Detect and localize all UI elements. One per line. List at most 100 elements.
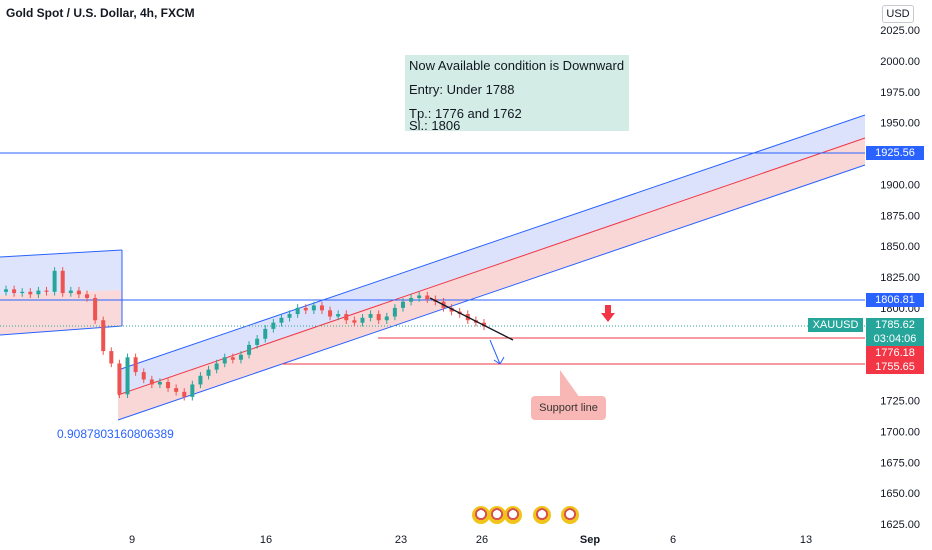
- note-tp: Tp.: 1776 and 1762: [409, 106, 522, 121]
- price-tag-1925: 1925.56: [866, 146, 924, 160]
- support-line-callout: Support line: [531, 396, 606, 420]
- candle-body: [287, 314, 292, 318]
- candle-body: [44, 290, 49, 292]
- callout-pointer: [560, 370, 580, 398]
- candle-body: [360, 317, 365, 323]
- candle-body: [20, 291, 25, 294]
- y-tick-label: 1675.00: [880, 457, 920, 469]
- y-tick-label: 1825.00: [880, 272, 920, 284]
- candle-body: [400, 301, 405, 308]
- trend-line: [429, 297, 514, 341]
- candle-body: [328, 310, 333, 317]
- candle-body: [279, 317, 284, 323]
- candle-body: [255, 338, 260, 345]
- candle-body: [166, 381, 171, 389]
- candle-body: [303, 307, 308, 311]
- candle-body: [392, 307, 397, 317]
- candle-body: [425, 295, 430, 300]
- candle-body: [109, 351, 114, 364]
- y-tick-label: 1900.00: [880, 179, 920, 191]
- candle-body: [4, 289, 8, 292]
- y-tick-label: 1725.00: [880, 396, 920, 408]
- candle-body: [117, 363, 122, 395]
- candle-body: [149, 379, 154, 385]
- last-price-tag: 1785.62 03:04:06: [866, 318, 924, 346]
- y-tick-label: 1700.00: [880, 426, 920, 438]
- x-axis: 9 16 23 26 Sep 6 13: [129, 534, 812, 546]
- candle-body: [125, 357, 130, 395]
- candle-body: [222, 357, 227, 364]
- y-tick-label: 1650.00: [880, 488, 920, 500]
- price-tag-1776: 1776.18: [866, 346, 924, 360]
- candle-body: [482, 322, 486, 327]
- x-tick-label: Sep: [580, 534, 600, 546]
- event-flag-icon[interactable]: [504, 506, 522, 524]
- symbol-title: Gold Spot / U.S. Dollar, 4h, FXCM: [6, 6, 195, 20]
- candle-body: [85, 294, 90, 298]
- last-price: 1785.62: [875, 319, 915, 331]
- note-entry: Entry: Under 1788: [409, 82, 515, 97]
- candle-body: [295, 307, 300, 315]
- x-tick-label: 23: [395, 534, 407, 546]
- countdown: 03:04:06: [873, 333, 917, 345]
- ascending-channel: [117, 114, 866, 421]
- candle-body: [141, 372, 146, 380]
- candle-body: [230, 357, 235, 360]
- candle-body: [36, 290, 41, 295]
- candle-body: [311, 305, 316, 311]
- candle-body: [376, 314, 381, 321]
- y-tick-label: 1625.00: [880, 519, 920, 531]
- candle-body: [28, 291, 33, 295]
- x-tick-label: 13: [800, 534, 812, 546]
- event-flag-icon[interactable]: [561, 506, 579, 524]
- event-flag-icon[interactable]: [488, 506, 506, 524]
- candles: [4, 267, 486, 401]
- candle-body: [271, 322, 276, 329]
- candle-body: [214, 363, 219, 370]
- x-tick-label: 6: [670, 534, 676, 546]
- x-tick-label: 9: [129, 534, 135, 546]
- candle-body: [384, 316, 389, 321]
- fib-value-label: 0.9087803160806389: [57, 427, 174, 441]
- candle-body: [263, 328, 268, 339]
- candle-body: [60, 270, 65, 294]
- candle-body: [133, 357, 138, 373]
- x-tick-label: 26: [476, 534, 488, 546]
- currency-button[interactable]: USD: [882, 5, 914, 23]
- candle-body: [157, 381, 162, 385]
- candle-body: [93, 297, 98, 321]
- candle-body: [174, 388, 179, 392]
- price-tag-1806: 1806.81: [866, 293, 924, 307]
- candle-body: [101, 320, 106, 352]
- candle-body: [368, 314, 373, 318]
- candle-body: [238, 354, 243, 360]
- candle-body: [76, 290, 81, 295]
- candle-body: [417, 295, 422, 298]
- candle-body: [52, 270, 57, 292]
- candle-body: [68, 290, 73, 294]
- down-arrow-icon: [601, 305, 615, 322]
- candle-body: [409, 297, 414, 302]
- y-tick-label: 2000.00: [880, 56, 920, 68]
- y-tick-label: 1875.00: [880, 210, 920, 222]
- x-tick-label: 16: [260, 534, 272, 546]
- candle-body: [352, 320, 357, 323]
- event-flag-icon[interactable]: [472, 506, 490, 524]
- candle-body: [206, 369, 211, 376]
- event-flag-icon[interactable]: [533, 506, 551, 524]
- candle-body: [449, 307, 454, 312]
- y-tick-label: 1850.00: [880, 241, 920, 253]
- candle-body: [336, 314, 341, 317]
- candle-body: [319, 305, 324, 311]
- candle-body: [344, 314, 349, 321]
- y-tick-label: 1975.00: [880, 87, 920, 99]
- candle-body: [198, 375, 203, 385]
- candle-body: [190, 384, 195, 397]
- candle-body: [12, 289, 17, 294]
- y-tick-label: 2025.00: [880, 25, 920, 37]
- candle-body: [247, 344, 252, 355]
- projection-arrow: [489, 339, 505, 365]
- note-condition: Now Available condition is Downward: [409, 58, 625, 73]
- candle-body: [182, 391, 187, 397]
